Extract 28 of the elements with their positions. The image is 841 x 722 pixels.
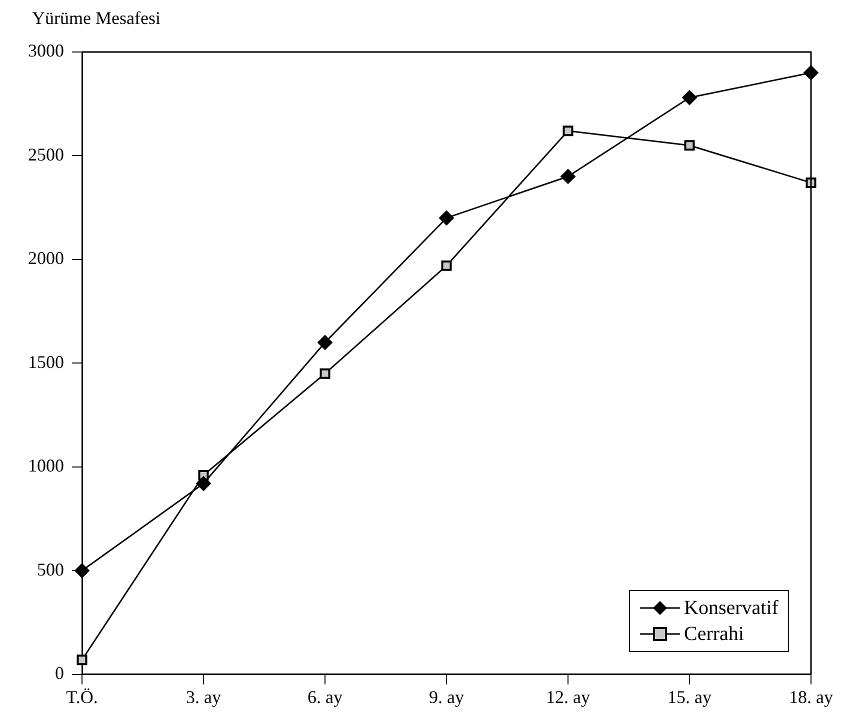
x-tick-label: 6. ay	[308, 686, 342, 707]
y-axis-title: Yürüme Mesafesi	[32, 8, 160, 29]
point	[320, 368, 330, 379]
point	[560, 168, 576, 184]
x-tick-label: 3. ay	[186, 686, 221, 707]
x-tick-label: 18. ay	[789, 686, 833, 707]
y-tick-label: 0	[55, 663, 64, 684]
point	[318, 334, 332, 350]
point	[562, 126, 574, 136]
point	[684, 140, 695, 151]
x-tick-label: 15. ay	[668, 686, 712, 707]
x-tick-label: 12. ay	[546, 686, 590, 707]
x-tick-label: 9. ay	[429, 686, 464, 707]
y-tick-label: 1000	[28, 456, 64, 476]
y-tick-label: 2500	[28, 144, 64, 164]
point	[439, 210, 454, 226]
x-tick-label: T.Ö.	[66, 686, 98, 707]
y-tick-label: 500	[37, 559, 64, 580]
point	[74, 563, 90, 578]
point	[196, 476, 211, 492]
point	[441, 260, 452, 271]
point	[682, 90, 697, 106]
legend-label: Konservatif	[684, 596, 778, 622]
y-tick-label: 3000	[28, 40, 64, 61]
y-tick-label: 2000	[28, 248, 64, 268]
legend-label: Cerrahi	[684, 622, 744, 648]
y-tick-label: 1500	[28, 352, 64, 372]
point	[76, 654, 88, 666]
